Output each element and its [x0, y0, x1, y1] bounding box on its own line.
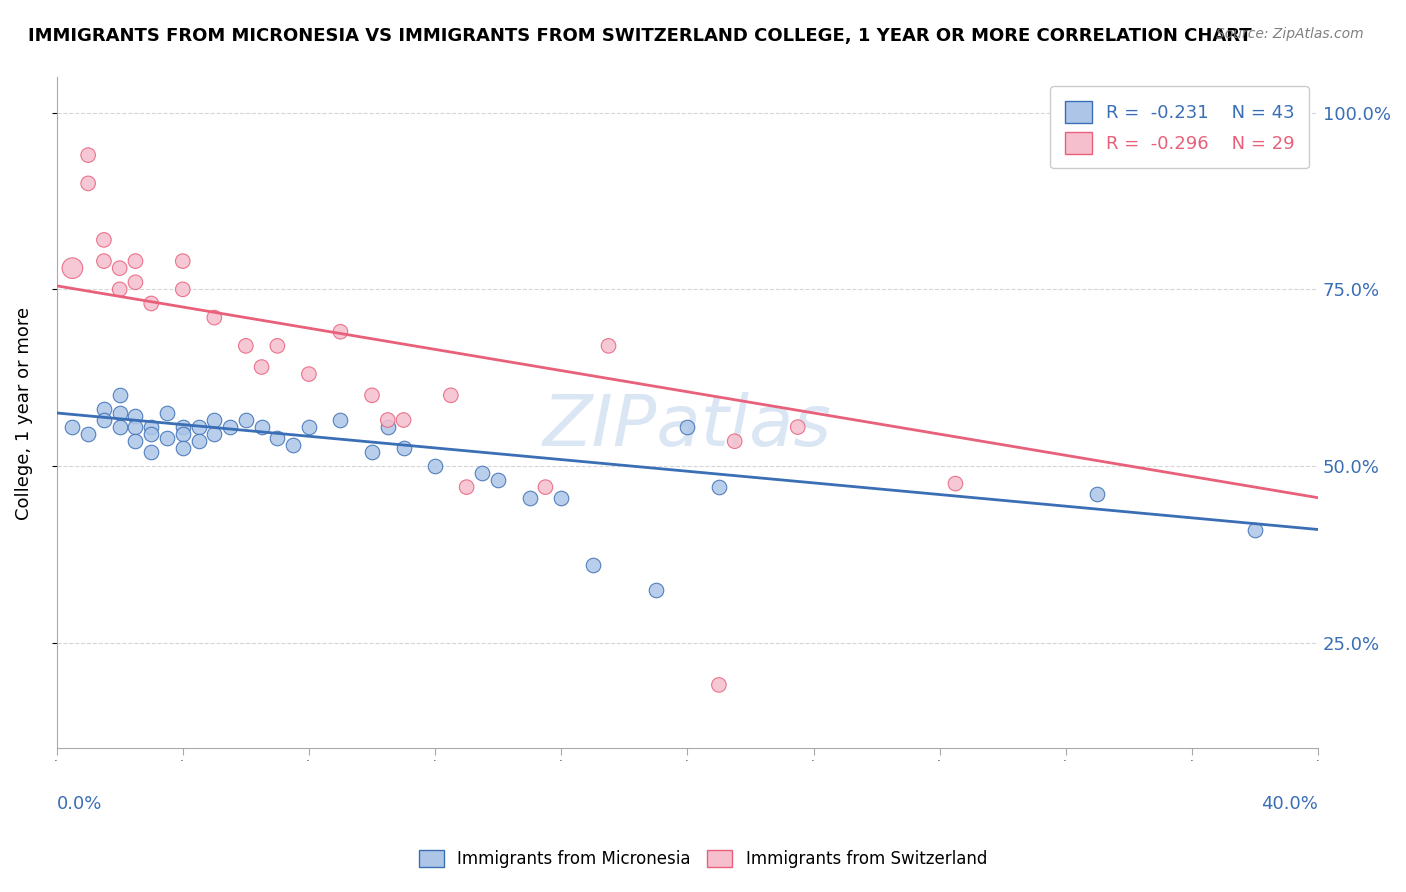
- Point: [235, 339, 257, 353]
- Text: 0.0%: 0.0%: [56, 796, 103, 814]
- Text: Source: ZipAtlas.com: Source: ZipAtlas.com: [1216, 27, 1364, 41]
- Point: [202, 427, 225, 442]
- Point: [724, 434, 747, 449]
- Point: [250, 420, 273, 434]
- Point: [377, 413, 399, 427]
- Point: [361, 388, 384, 402]
- Point: [93, 413, 115, 427]
- Point: [486, 473, 509, 487]
- Point: [582, 558, 605, 572]
- Point: [534, 480, 557, 494]
- Point: [124, 275, 146, 289]
- Point: [156, 431, 179, 445]
- Point: [172, 420, 194, 434]
- Point: [93, 233, 115, 247]
- Legend: R =  -0.231    N = 43, R =  -0.296    N = 29: R = -0.231 N = 43, R = -0.296 N = 29: [1050, 87, 1309, 169]
- Text: 40.0%: 40.0%: [1261, 796, 1319, 814]
- Point: [235, 413, 257, 427]
- Point: [172, 442, 194, 456]
- Point: [141, 420, 163, 434]
- Point: [598, 339, 620, 353]
- Y-axis label: College, 1 year or more: College, 1 year or more: [15, 306, 32, 519]
- Point: [108, 282, 131, 296]
- Point: [172, 282, 194, 296]
- Point: [141, 445, 163, 459]
- Point: [392, 442, 415, 456]
- Text: ZIPatlas: ZIPatlas: [543, 392, 832, 461]
- Point: [93, 402, 115, 417]
- Point: [60, 261, 83, 276]
- Point: [456, 480, 478, 494]
- Point: [187, 434, 209, 449]
- Point: [187, 420, 209, 434]
- Point: [423, 458, 446, 473]
- Point: [361, 445, 384, 459]
- Point: [377, 420, 399, 434]
- Point: [392, 413, 415, 427]
- Point: [77, 148, 100, 162]
- Point: [644, 582, 666, 597]
- Point: [124, 420, 146, 434]
- Point: [676, 420, 699, 434]
- Point: [219, 420, 242, 434]
- Point: [550, 491, 572, 505]
- Point: [141, 427, 163, 442]
- Point: [281, 438, 304, 452]
- Point: [108, 388, 131, 402]
- Point: [108, 261, 131, 276]
- Point: [108, 420, 131, 434]
- Point: [707, 678, 730, 692]
- Point: [945, 476, 967, 491]
- Point: [77, 427, 100, 442]
- Point: [471, 466, 494, 480]
- Point: [250, 359, 273, 374]
- Legend: Immigrants from Micronesia, Immigrants from Switzerland: Immigrants from Micronesia, Immigrants f…: [412, 843, 994, 875]
- Point: [108, 406, 131, 420]
- Point: [124, 409, 146, 424]
- Point: [440, 388, 463, 402]
- Point: [202, 413, 225, 427]
- Point: [298, 420, 321, 434]
- Point: [172, 254, 194, 268]
- Point: [298, 367, 321, 381]
- Point: [141, 296, 163, 310]
- Point: [1085, 487, 1108, 501]
- Point: [124, 434, 146, 449]
- Point: [707, 480, 730, 494]
- Point: [266, 339, 288, 353]
- Point: [266, 431, 288, 445]
- Text: IMMIGRANTS FROM MICRONESIA VS IMMIGRANTS FROM SWITZERLAND COLLEGE, 1 YEAR OR MOR: IMMIGRANTS FROM MICRONESIA VS IMMIGRANTS…: [28, 27, 1251, 45]
- Point: [786, 420, 808, 434]
- Point: [202, 310, 225, 325]
- Point: [77, 177, 100, 191]
- Point: [124, 254, 146, 268]
- Point: [329, 413, 352, 427]
- Point: [1244, 523, 1267, 537]
- Point: [329, 325, 352, 339]
- Point: [60, 420, 83, 434]
- Point: [172, 427, 194, 442]
- Point: [519, 491, 541, 505]
- Point: [93, 254, 115, 268]
- Point: [156, 406, 179, 420]
